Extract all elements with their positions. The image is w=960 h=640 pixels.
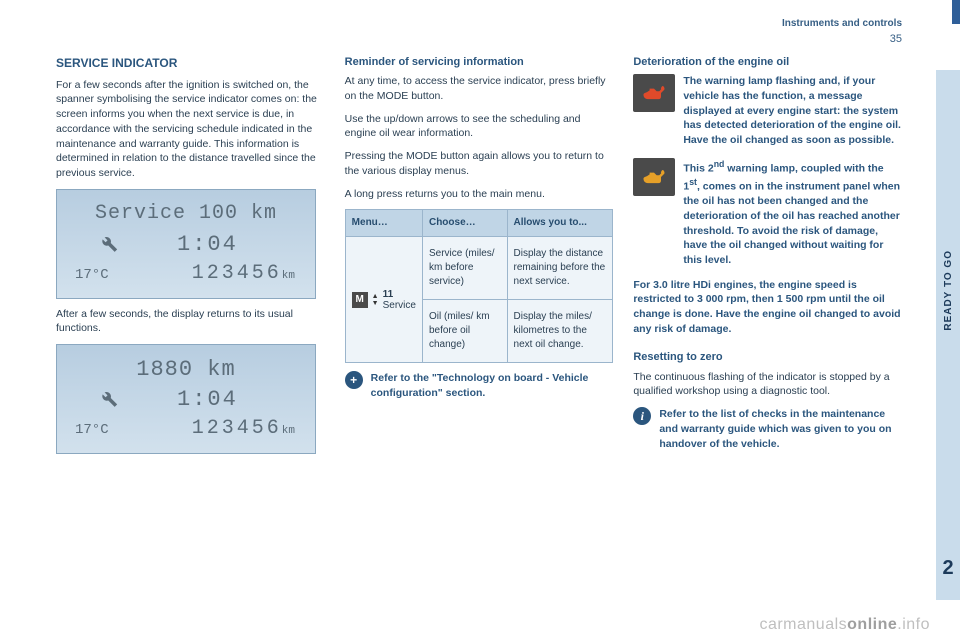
lcd-display-2: 1880 km 1:04 17°C 123456km: [56, 344, 316, 454]
lcd1-line1: Service 100 km: [57, 200, 315, 228]
page: READY TO GO 2 Instruments and controls 3…: [0, 0, 960, 640]
wrench-icon: [97, 232, 119, 264]
w2-pre: This 2: [683, 162, 713, 174]
deterioration-heading: Deterioration of the engine oil: [633, 55, 902, 70]
table-row: M ▲▼ 11 Service Service (miles/ km befor…: [345, 237, 613, 300]
columns: SERVICE INDICATOR For a few seconds afte…: [56, 55, 932, 462]
w2-sup1: nd: [714, 159, 725, 169]
th-allows: Allows you to...: [507, 210, 613, 237]
lcd1-odo-value: 123456: [192, 262, 282, 285]
warning-2-text: This 2nd warning lamp, coupled with the …: [683, 158, 902, 268]
column-1: SERVICE INDICATOR For a few seconds afte…: [56, 55, 325, 462]
side-tab-label: READY TO GO: [943, 250, 954, 331]
column-2: Reminder of servicing information At any…: [345, 55, 614, 462]
lcd-display-1: Service 100 km 1:04 17°C 123456km: [56, 189, 316, 299]
warning-1-text: The warning lamp flashing and, if your v…: [683, 74, 902, 147]
lcd2-line1: 1880 km: [57, 355, 315, 386]
reset-heading: Resetting to zero: [633, 350, 902, 365]
up-down-arrows-icon: ▲▼: [372, 293, 379, 307]
lcd2-odo-unit: km: [282, 425, 295, 437]
lcd1-time: 1:04: [177, 230, 238, 261]
choose-cell: Service (miles/ km before service): [422, 237, 507, 300]
reminder-heading: Reminder of servicing information: [345, 55, 614, 70]
plus-icon: +: [345, 371, 363, 389]
menu-cell: M ▲▼ 11 Service: [345, 237, 422, 363]
allows-cell: Display the miles/ kilometres to the nex…: [507, 300, 613, 363]
header-row: Instruments and controls: [56, 18, 932, 29]
watermark-mid: online: [847, 616, 897, 633]
lcd2-odo-value: 123456: [192, 417, 282, 440]
w2-sup2: st: [689, 177, 697, 187]
lcd1-odo-unit: km: [282, 270, 295, 282]
choose-cell: Oil (miles/ km before oil change): [422, 300, 507, 363]
lcd1-odo: 123456km: [192, 260, 295, 288]
lcd1-temp: 17°C: [75, 266, 109, 286]
th-choose: Choose…: [422, 210, 507, 237]
reminder-p4: A long press returns you to the main men…: [345, 187, 614, 202]
reset-text: The continuous flashing of the indicator…: [633, 370, 902, 399]
menu-table: Menu… Choose… Allows you to... M ▲▼ 11: [345, 209, 614, 363]
th-menu: Menu…: [345, 210, 422, 237]
reminder-p3: Pressing the MODE button again allows yo…: [345, 149, 614, 178]
oil-warning-icon-red: [633, 74, 675, 112]
mode-m-icon: M: [352, 292, 368, 308]
reminder-p2: Use the up/down arrows to see the schedu…: [345, 112, 614, 141]
watermark: carmanualsonline.info: [759, 616, 930, 634]
menu-label-service: Service: [383, 300, 416, 311]
service-indicator-heading: SERVICE INDICATOR: [56, 55, 325, 72]
accent-bar: [952, 0, 960, 24]
lcd2-time: 1:04: [177, 385, 238, 416]
warning-row-2: This 2nd warning lamp, coupled with the …: [633, 158, 902, 268]
plus-note-text: Refer to the "Technology on board - Vehi…: [371, 371, 614, 400]
section-label: Instruments and controls: [782, 18, 902, 29]
lcd2-odo: 123456km: [192, 415, 295, 443]
side-tab-chapter: 2: [942, 557, 953, 580]
watermark-right: .info: [897, 616, 930, 633]
page-number: 35: [890, 33, 902, 45]
side-tab: READY TO GO 2: [936, 70, 960, 600]
warning-row-1: The warning lamp flashing and, if your v…: [633, 74, 902, 147]
lcd2-temp: 17°C: [75, 421, 109, 441]
reminder-p1: At any time, to access the service indic…: [345, 74, 614, 103]
info-note-text: Refer to the list of checks in the maint…: [659, 407, 902, 451]
watermark-left: carmanuals: [759, 616, 847, 633]
engine-restriction-note: For 3.0 litre HDi engines, the engine sp…: [633, 278, 902, 337]
service-indicator-intro: For a few seconds after the ignition is …: [56, 78, 325, 181]
plus-note-row: + Refer to the "Technology on board - Ve…: [345, 371, 614, 400]
wrench-icon: [97, 387, 119, 419]
column-3: Deterioration of the engine oil The warn…: [633, 55, 902, 462]
info-note-row: i Refer to the list of checks in the mai…: [633, 407, 902, 451]
lcd-caption: After a few seconds, the display returns…: [56, 307, 325, 336]
w2-post: , comes on in the instrument panel when …: [683, 181, 900, 266]
allows-cell: Display the distance remaining before th…: [507, 237, 613, 300]
menu-label-11: 11: [383, 289, 416, 300]
mode-indicator: M ▲▼ 11 Service: [352, 289, 416, 311]
oil-warning-icon-amber: [633, 158, 675, 196]
table-header-row: Menu… Choose… Allows you to...: [345, 210, 613, 237]
info-icon: i: [633, 407, 651, 425]
